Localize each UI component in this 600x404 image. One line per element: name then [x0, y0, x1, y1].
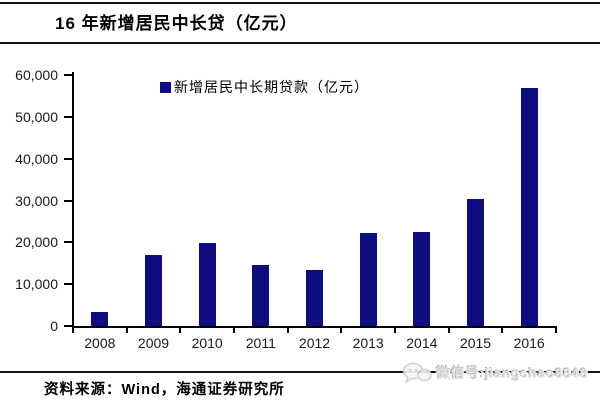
top-rule	[0, 2, 600, 4]
bar-2014	[413, 232, 431, 326]
bar-2009	[145, 254, 162, 326]
y-tick	[64, 157, 72, 160]
legend: 新增居民中长期贷款（亿元）	[160, 77, 369, 97]
x-tick	[340, 326, 343, 333]
x-axis-label-2016: 2016	[513, 335, 545, 351]
x-tick	[179, 326, 182, 333]
watermark: 微信号:jiangchao8848	[402, 362, 588, 384]
legend-marker	[160, 81, 171, 93]
y-tick	[64, 241, 72, 244]
chart-title: 16 年新增居民中长贷（亿元）	[55, 14, 298, 33]
x-tick	[233, 326, 235, 333]
x-tick	[447, 326, 450, 333]
y-tick	[64, 115, 72, 118]
bottom-rule	[0, 371, 600, 373]
legend-label: 新增居民中长期贷款（亿元）	[174, 79, 369, 95]
y-tick-label: 20,000	[15, 234, 58, 251]
bar-2013	[359, 232, 377, 326]
y-tick	[64, 199, 72, 202]
source-note: 资料来源：Wind，海通证券研究所	[44, 382, 285, 398]
bar-2016	[520, 88, 538, 326]
bar-2010	[198, 243, 216, 326]
x-axis-label-2008: 2008	[84, 335, 116, 351]
x-axis-line	[72, 326, 557, 328]
y-tick	[64, 283, 72, 286]
x-tick	[555, 326, 557, 333]
x-tick	[394, 326, 396, 333]
x-axis-label-2014: 2014	[406, 335, 438, 351]
y-tick-label: 0	[50, 318, 58, 334]
y-tick	[64, 74, 72, 76]
title-rule	[0, 42, 600, 44]
y-tick	[64, 325, 72, 327]
y-tick-label: 60,000	[15, 67, 58, 83]
y-tick-label: 30,000	[15, 192, 58, 209]
y-tick-label: 50,000	[15, 108, 58, 125]
x-axis-label-2013: 2013	[352, 335, 384, 351]
y-tick-label: 40,000	[15, 150, 58, 167]
wechat-icon	[403, 362, 433, 384]
x-axis-label-2015: 2015	[459, 335, 492, 351]
bar-2015	[467, 199, 484, 326]
y-axis-line	[72, 72, 74, 328]
watermark-text: 微信号:jiangchao8848	[436, 365, 588, 381]
x-tick	[72, 326, 74, 333]
x-axis-label-2010: 2010	[191, 335, 223, 351]
bar-2011	[252, 264, 270, 326]
y-tick-label: 10,000	[15, 276, 58, 293]
x-tick	[286, 326, 289, 333]
x-axis-label-2011: 2011	[245, 335, 276, 351]
x-axis-label-2009: 2009	[137, 335, 170, 351]
bar-2008	[91, 311, 109, 326]
x-tick	[125, 326, 128, 333]
bar-2012	[306, 270, 323, 326]
x-tick	[501, 326, 504, 333]
x-axis-label-2012: 2012	[298, 335, 331, 351]
